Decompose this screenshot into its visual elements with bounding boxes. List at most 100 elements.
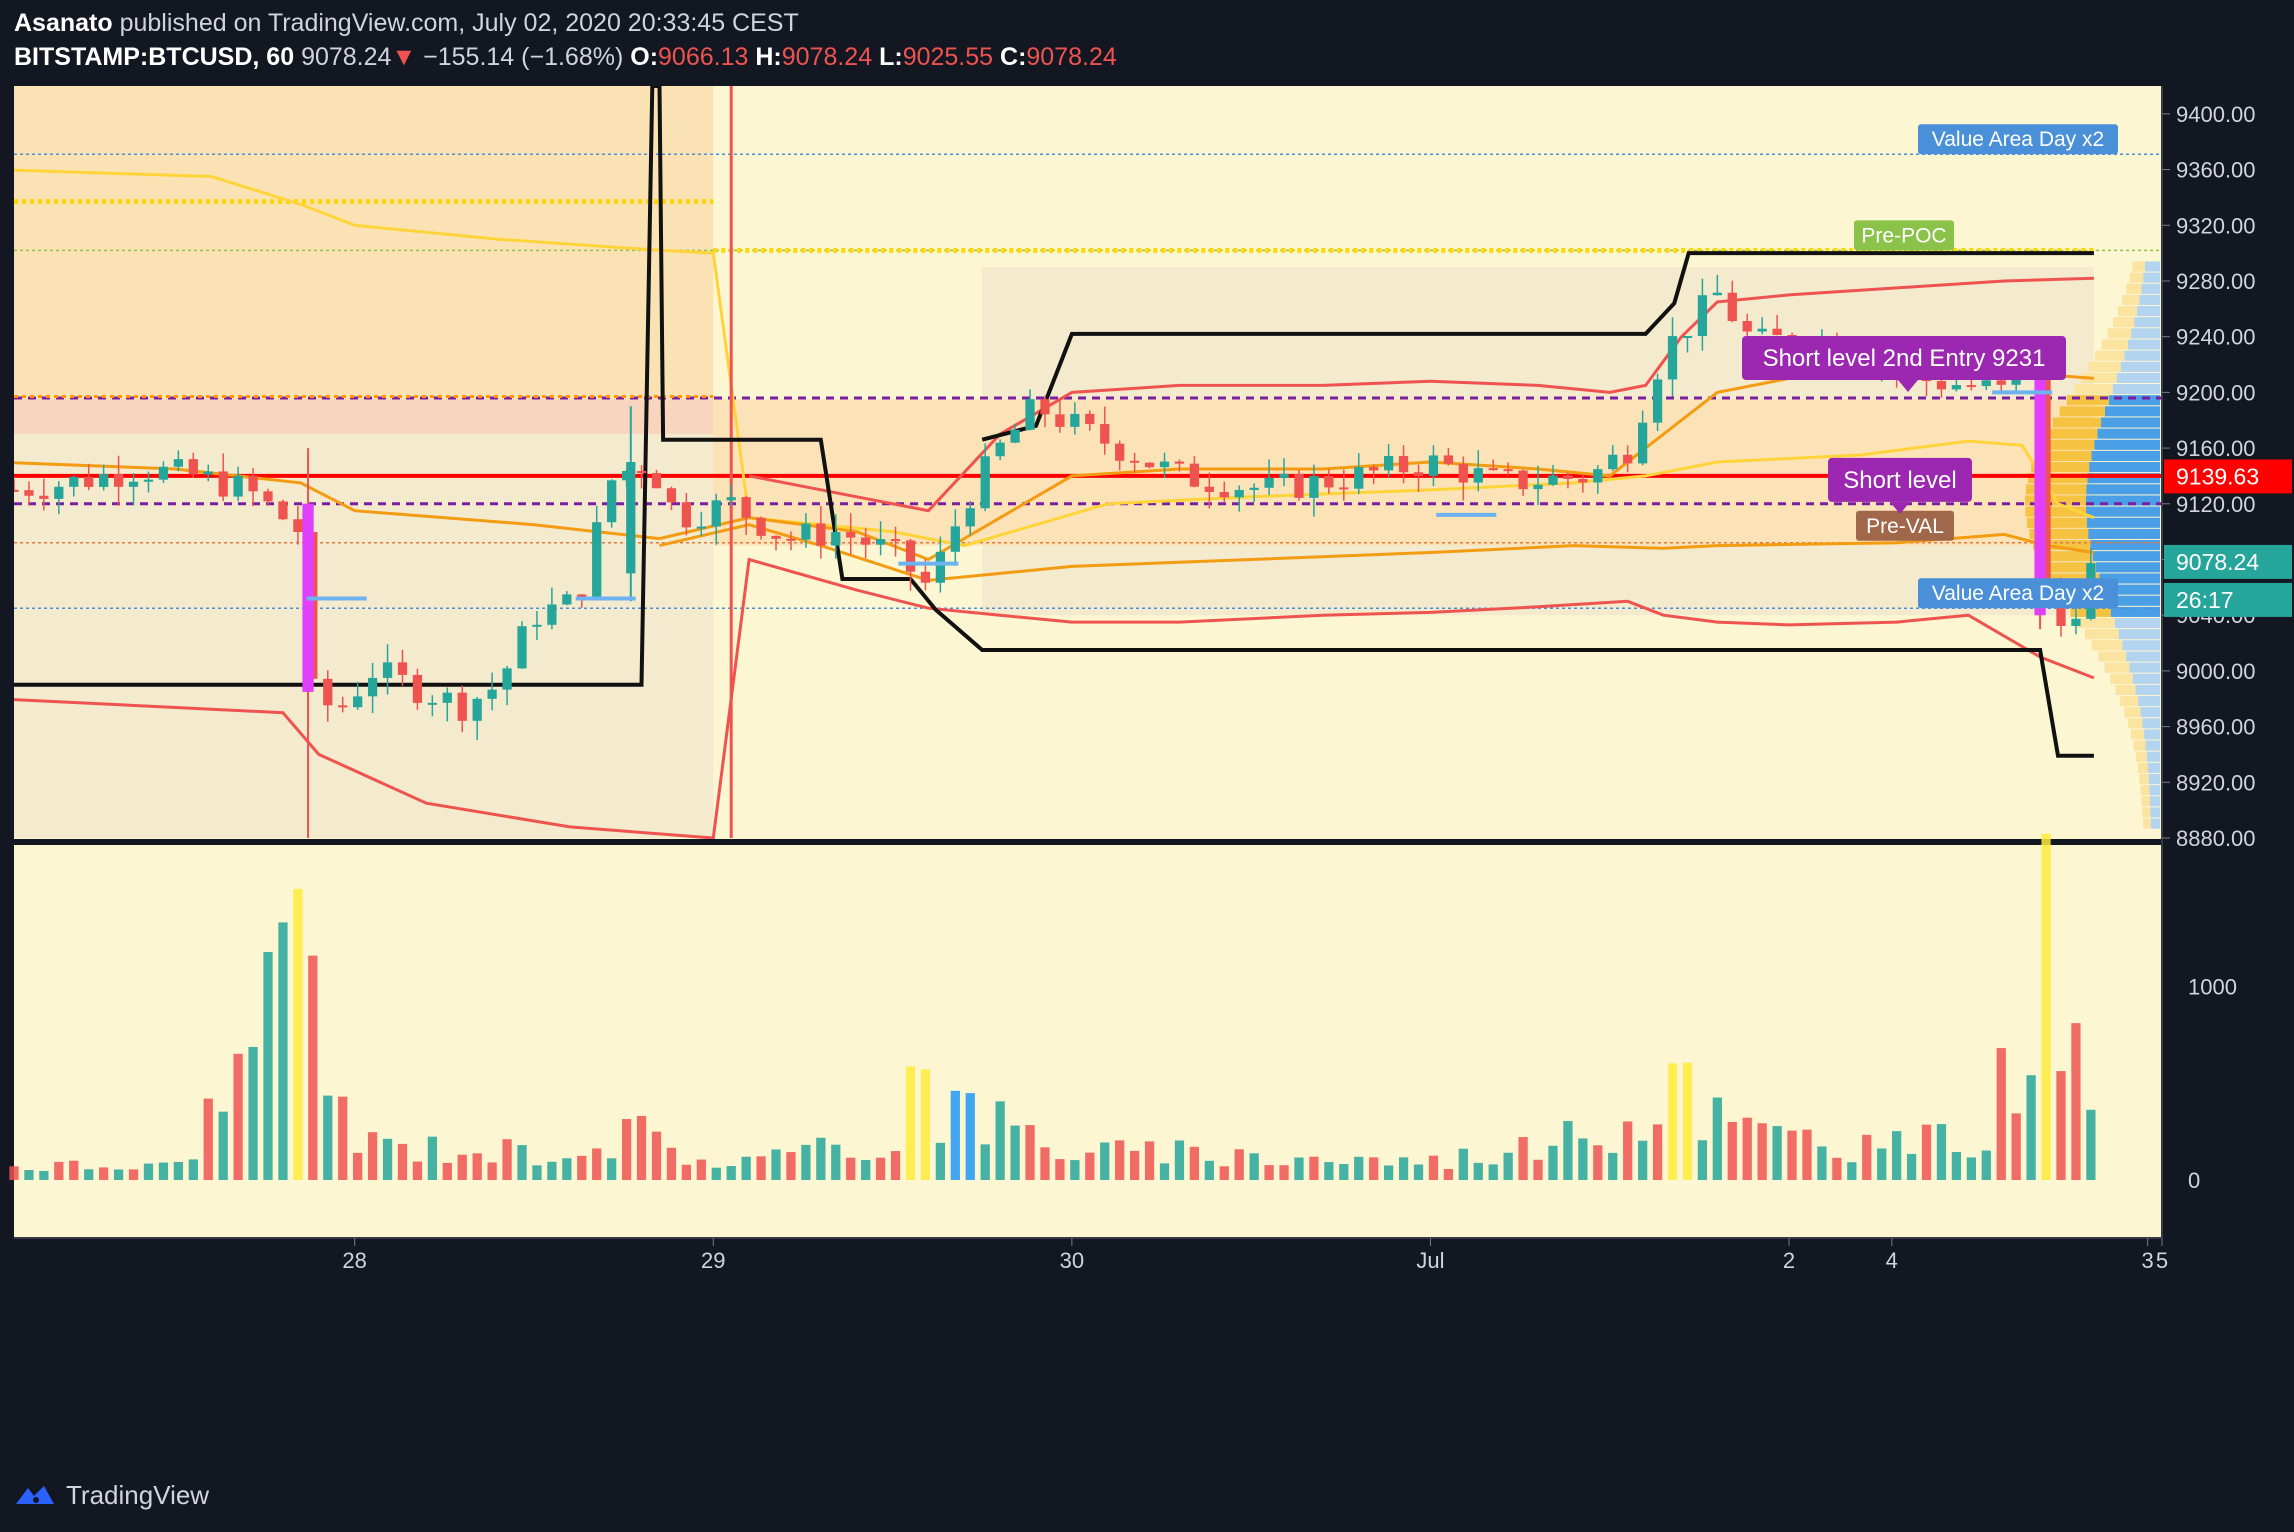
- volume-profile-bar: [2114, 617, 2160, 629]
- tradingview-logo-icon[interactable]: [14, 1480, 56, 1510]
- volume-bar: [69, 1160, 79, 1180]
- candle: [1458, 463, 1468, 483]
- volume-bar: [2041, 833, 2051, 1180]
- volume-bar: [950, 1090, 960, 1180]
- volume-profile-bar: [2133, 740, 2146, 751]
- candle: [1339, 487, 1349, 490]
- short-level-2nd-tag-bg: [1742, 335, 2066, 380]
- volume-bar: [1488, 1164, 1498, 1180]
- volume-bar: [1877, 1148, 1887, 1180]
- volume-bar: [1847, 1162, 1857, 1180]
- volume-profile-bar: [2120, 361, 2160, 372]
- volume-bar: [1697, 1140, 1708, 1180]
- candle: [69, 476, 79, 487]
- volume-tick-label: 1000: [2188, 975, 2237, 1000]
- volume-bar: [113, 1169, 124, 1180]
- orange-upper-band: [14, 369, 2095, 562]
- candle: [771, 535, 781, 539]
- volume-bar: [1757, 1123, 1767, 1180]
- author-name[interactable]: Asanato: [14, 9, 113, 37]
- volume-profile-bar: [2143, 818, 2151, 829]
- volume-profile-bar: [2136, 306, 2160, 317]
- open-label: O:: [630, 43, 659, 71]
- volume-bar: [338, 1096, 348, 1180]
- volume-bar: [980, 1144, 990, 1180]
- candle: [39, 495, 49, 499]
- level-tags: Value Area Day x2 Value Area Day x2 Pre-PO…: [1742, 124, 2118, 609]
- volume-bar: [577, 1155, 587, 1180]
- volume-profile-bar: [2088, 528, 2160, 539]
- volume-bar: [1070, 1160, 1080, 1180]
- price-tick-label: 9160.00: [2176, 436, 2256, 461]
- candle: [1413, 472, 1424, 476]
- candle: [54, 486, 64, 499]
- candle: [1608, 454, 1618, 470]
- volume-profile-bar: [2027, 473, 2088, 484]
- candle: [1115, 443, 1125, 461]
- candle: [666, 488, 677, 503]
- volume-bar: [382, 1138, 393, 1180]
- time-tick-label: 3: [2142, 1248, 2154, 1273]
- candle: [143, 479, 154, 482]
- candle: [2071, 618, 2081, 626]
- price-tick-label: 9320.00: [2176, 213, 2256, 238]
- price-chart[interactable]: Value Area Day x2 Value Area Day x2 Pre-PO…: [0, 80, 2294, 1468]
- volume-bar: [861, 1160, 871, 1180]
- volume-profile-bar: [2135, 751, 2147, 762]
- symbol-label[interactable]: BITSTAMP:BTCUSD, 60: [14, 43, 295, 71]
- candle: [801, 523, 811, 540]
- candle: [562, 594, 572, 605]
- volume-bar: [995, 1101, 1005, 1180]
- candle: [1533, 484, 1543, 490]
- footer: TradingView: [14, 1470, 209, 1520]
- volume-bar: [188, 1159, 198, 1180]
- vwap-line: [14, 168, 2095, 548]
- volume-bar: [143, 1163, 154, 1180]
- candle: [293, 519, 303, 532]
- volume-bar: [816, 1137, 826, 1180]
- volume-profile-bar: [2033, 539, 2091, 551]
- volume-profile-bar: [2141, 796, 2150, 807]
- volume-bar: [1548, 1145, 1558, 1180]
- volume-profile-bar: [2124, 350, 2160, 361]
- volume-bar: [741, 1156, 751, 1180]
- volume-bar: [890, 1151, 901, 1180]
- candle: [218, 471, 228, 497]
- candle: [353, 696, 363, 708]
- volume-bar: [397, 1143, 408, 1180]
- volume-bar: [412, 1161, 423, 1180]
- candle: [1249, 487, 1259, 490]
- volume-bar: [24, 1170, 34, 1180]
- volume-bar: [99, 1167, 109, 1180]
- candle: [502, 668, 512, 690]
- candle: [1279, 473, 1289, 478]
- volume-bar: [636, 1115, 647, 1180]
- volume-profile-bar: [2095, 562, 2160, 573]
- candle: [487, 689, 497, 699]
- time-tick-label: Jul: [1416, 1248, 1444, 1273]
- volume-bar: [1712, 1097, 1722, 1180]
- volume-profile-bar: [2101, 339, 2128, 350]
- candle: [99, 474, 109, 487]
- candle: [1070, 413, 1080, 427]
- volume-bar: [607, 1158, 617, 1180]
- volume-profile-bar: [2129, 662, 2160, 673]
- price-change: −155.14 (−1.68%): [423, 43, 624, 71]
- volume-bar: [1159, 1163, 1170, 1180]
- volume-profile-bar: [2081, 372, 2117, 384]
- time-tick-label: 30: [1060, 1248, 1084, 1273]
- candle: [1593, 469, 1603, 483]
- volume-bar: [323, 1095, 333, 1180]
- volume-bar: [1966, 1157, 1976, 1180]
- volume-profile-bar: [2143, 272, 2160, 283]
- footer-brand[interactable]: TradingView: [66, 1479, 210, 1510]
- volume-bar: [1324, 1162, 1334, 1180]
- low-label: L:: [879, 43, 903, 71]
- volume-bar: [1398, 1157, 1409, 1180]
- axes-layer: 9400.00 9360.00 9320.00 9280.00 9240.00 9200.…: [0, 80, 2294, 1468]
- volume-profile-bar: [2085, 495, 2160, 506]
- pre-poc-tag-bg: [1854, 220, 1954, 251]
- volume-bar: [263, 952, 273, 1180]
- volume-profile-bar: [2132, 673, 2160, 684]
- volume-bar: [1652, 1124, 1663, 1180]
